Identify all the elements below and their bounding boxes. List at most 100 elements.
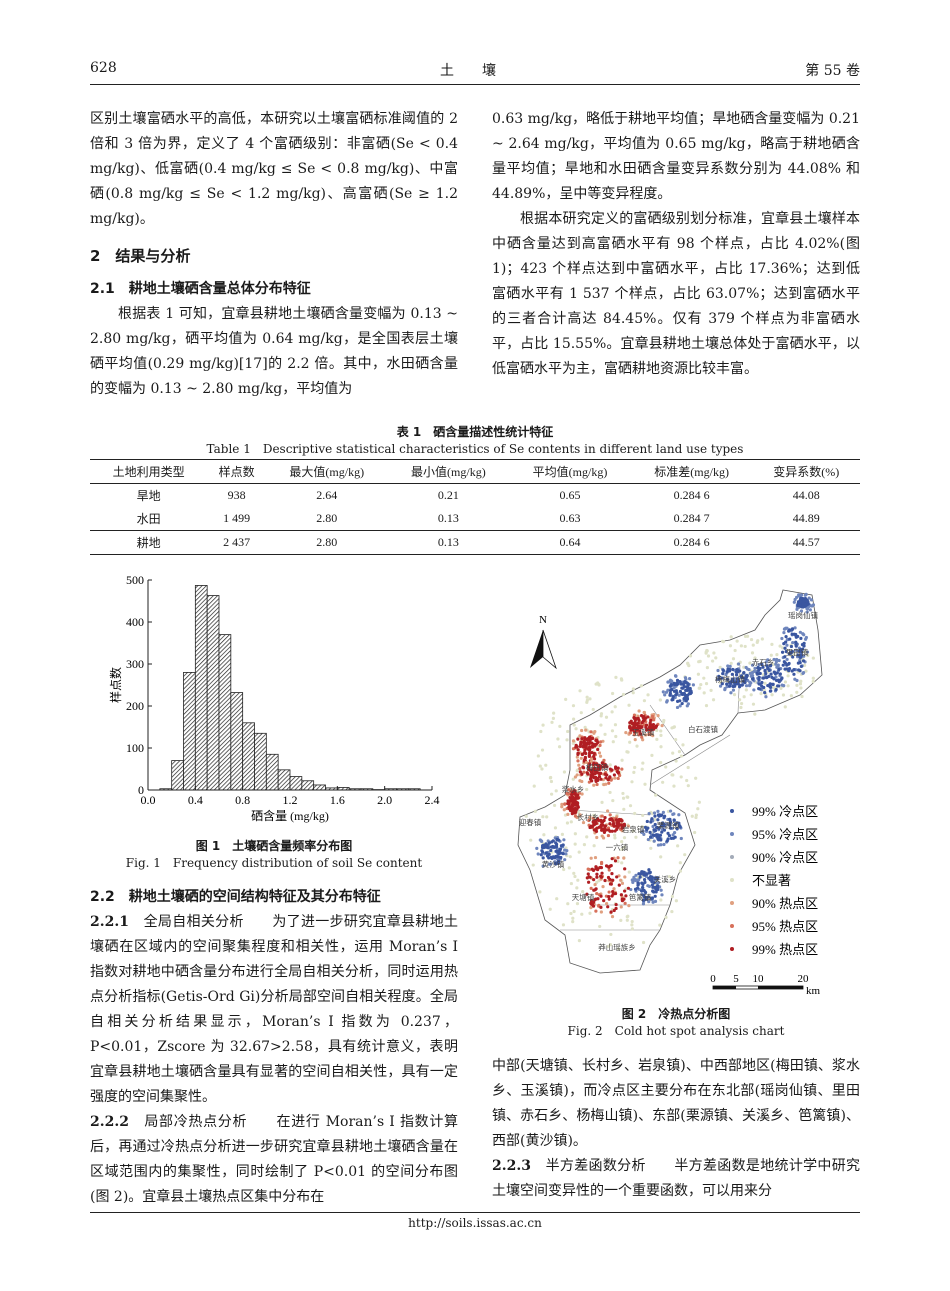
sample-point — [596, 681, 600, 685]
sample-point — [660, 813, 664, 817]
sample-point — [725, 677, 729, 681]
sample-point — [653, 814, 657, 818]
figure1-caption: 图 1 土壤硒含量频率分布图 Fig. 1 Frequency distribu… — [90, 838, 458, 872]
journal-name: 土 壤 — [440, 63, 496, 79]
sample-point — [571, 739, 576, 743]
sample-point — [576, 752, 580, 756]
sample-point — [638, 875, 642, 879]
sample-point — [571, 920, 575, 924]
sample-point — [656, 818, 660, 822]
left-column-top: 区别土壤富硒水平的高低，本研究以土壤富硒标准阈值的 2 倍和 3 倍为界，定义了… — [90, 107, 458, 402]
sample-point — [769, 672, 773, 676]
scale-unit: km — [806, 985, 821, 997]
sample-point — [699, 682, 703, 687]
right-column-bottom: 中部(天塘镇、长村乡、岩泉镇)、中西部地区(梅田镇、浆水乡、玉溪镇)，而冷点区主… — [492, 1054, 860, 1204]
sample-point — [672, 830, 677, 835]
sample-point — [678, 825, 682, 829]
sample-point — [756, 639, 760, 643]
table-cell: 0.13 — [437, 511, 459, 525]
sample-point — [631, 691, 635, 695]
sample-point — [767, 668, 771, 673]
table-cell: 0.65 — [559, 488, 581, 502]
legend-label: 不显著 — [752, 873, 791, 888]
paragraph: 0.63 mg/kg，略低于耕地平均值；旱地硒含量变幅为 0.21 ~ 2.64… — [492, 111, 860, 202]
sample-point — [548, 907, 552, 911]
sample-point — [607, 895, 611, 899]
sample-point — [562, 838, 566, 842]
x-tick-label: 0.0 — [141, 793, 156, 807]
sample-point — [678, 689, 683, 694]
column-header: 样点数 — [218, 465, 255, 479]
scale-label: 5 — [733, 973, 739, 985]
sample-point — [647, 895, 651, 899]
sample-point — [672, 818, 676, 822]
sample-point — [762, 688, 766, 692]
sample-point — [655, 737, 659, 741]
sample-point — [645, 819, 649, 824]
sample-point — [651, 824, 655, 829]
sample-point — [665, 700, 669, 704]
sample-point — [621, 692, 626, 697]
sample-point — [619, 893, 623, 897]
sample-point — [594, 909, 598, 913]
sample-point — [652, 881, 656, 885]
sample-point — [630, 878, 634, 882]
sample-point — [610, 915, 615, 919]
sample-point — [674, 759, 678, 763]
sample-point — [650, 714, 655, 718]
sample-point — [610, 829, 614, 833]
sample-point — [580, 792, 584, 796]
x-axis-label: 硒含量 (mg/kg) — [251, 808, 329, 823]
sample-point — [573, 799, 577, 803]
sample-point — [660, 723, 664, 728]
sample-point — [635, 744, 639, 748]
sample-point — [572, 909, 576, 914]
sample-point — [576, 759, 580, 763]
sample-point — [533, 809, 537, 813]
sample-point — [775, 671, 779, 675]
sample-point — [616, 947, 621, 951]
sample-point — [560, 832, 565, 836]
sample-point — [677, 750, 682, 754]
sample-point — [564, 697, 568, 702]
sample-point — [748, 680, 752, 684]
sample-point — [541, 856, 545, 860]
sample-point — [658, 698, 662, 702]
sample-point — [573, 806, 577, 811]
sample-point — [581, 889, 585, 894]
sample-point — [572, 723, 576, 727]
sample-point — [668, 691, 672, 695]
sample-point — [584, 728, 588, 732]
sample-point — [571, 741, 575, 746]
sample-point — [602, 764, 606, 769]
sample-point — [807, 596, 811, 600]
histogram-bar — [218, 634, 232, 791]
legend-swatch — [730, 901, 734, 905]
sample-point — [634, 873, 638, 877]
sample-point — [588, 697, 592, 701]
sample-point — [683, 853, 687, 857]
sample-point — [704, 650, 708, 654]
sample-point — [612, 773, 616, 777]
volume: 第 55 卷 — [805, 63, 860, 79]
legend-label: 99% 冷点区 — [752, 804, 818, 819]
sample-point — [612, 887, 616, 891]
sample-point — [541, 723, 545, 727]
sample-point — [565, 821, 570, 825]
sample-point — [670, 909, 674, 914]
sample-point — [598, 766, 602, 770]
sample-point — [684, 681, 689, 685]
sample-point — [585, 876, 589, 880]
sample-point — [631, 829, 635, 833]
sample-point — [630, 919, 634, 924]
sample-point — [601, 885, 605, 889]
sample-point — [783, 661, 787, 665]
sample-point — [571, 747, 576, 751]
sample-point — [613, 833, 617, 837]
sample-point — [790, 669, 794, 673]
sample-point — [709, 688, 713, 693]
sample-point — [797, 593, 801, 597]
legend-swatch — [730, 947, 734, 951]
scale-bar-segment — [713, 986, 736, 989]
scale-label: 20 — [798, 973, 810, 985]
